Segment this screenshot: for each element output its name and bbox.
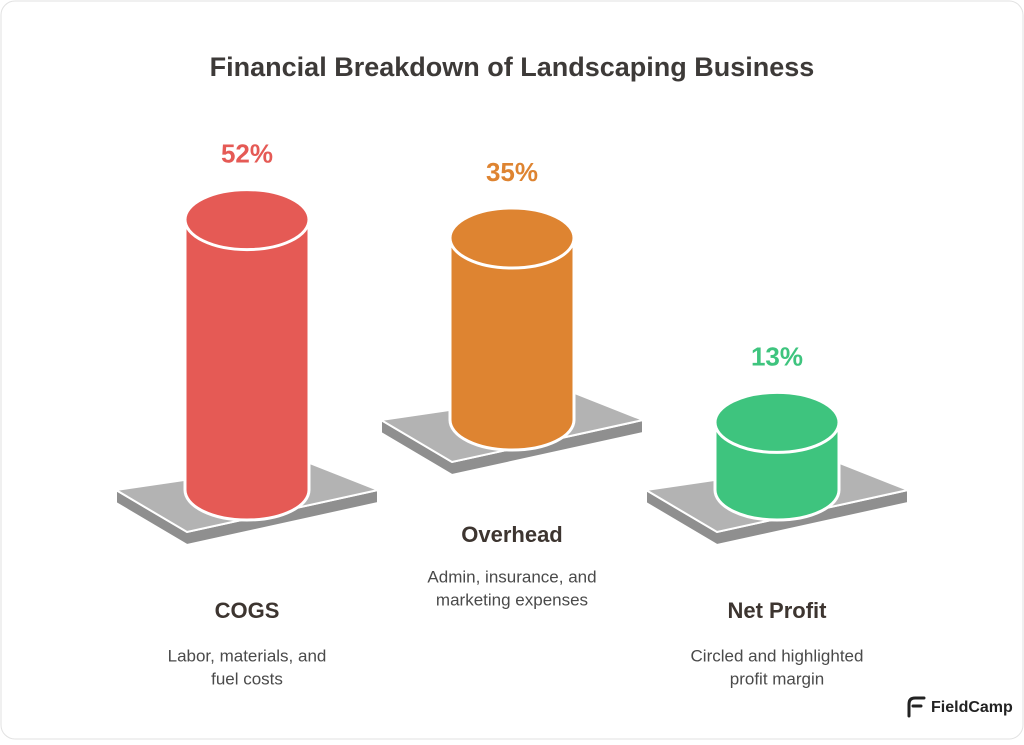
item: 13% Net Profit Circled and highlighted prof… [643,341,912,688]
cylinder [448,236,576,452]
cylinder-top [183,188,311,252]
description: Admin, insurance, and [427,567,596,586]
description: profit margin [730,669,824,688]
cylinder [183,218,311,522]
value-label: 35% [486,157,538,187]
value-label: 52% [221,138,273,168]
item: 52% COGS Labor, materials, and fuel costs [113,138,382,688]
category-label: COGS [215,598,280,623]
brand-logo: FieldCamp [907,696,1013,718]
chart-title: Financial Breakdown of Landscaping Busin… [210,52,815,82]
description: fuel costs [211,669,283,688]
description: Circled and highlighted [691,646,864,665]
category-label: Net Profit [728,598,828,623]
description: marketing expenses [436,590,588,609]
description: Labor, materials, and [168,646,327,665]
cylinder-top [448,206,576,270]
category-label: Overhead [461,522,563,547]
brand-name: FieldCamp [931,699,1013,716]
value-label: 13% [751,341,803,371]
cylinder-top [713,390,841,454]
item: 35% Overhead Admin, insurance, and marketin… [378,157,647,609]
